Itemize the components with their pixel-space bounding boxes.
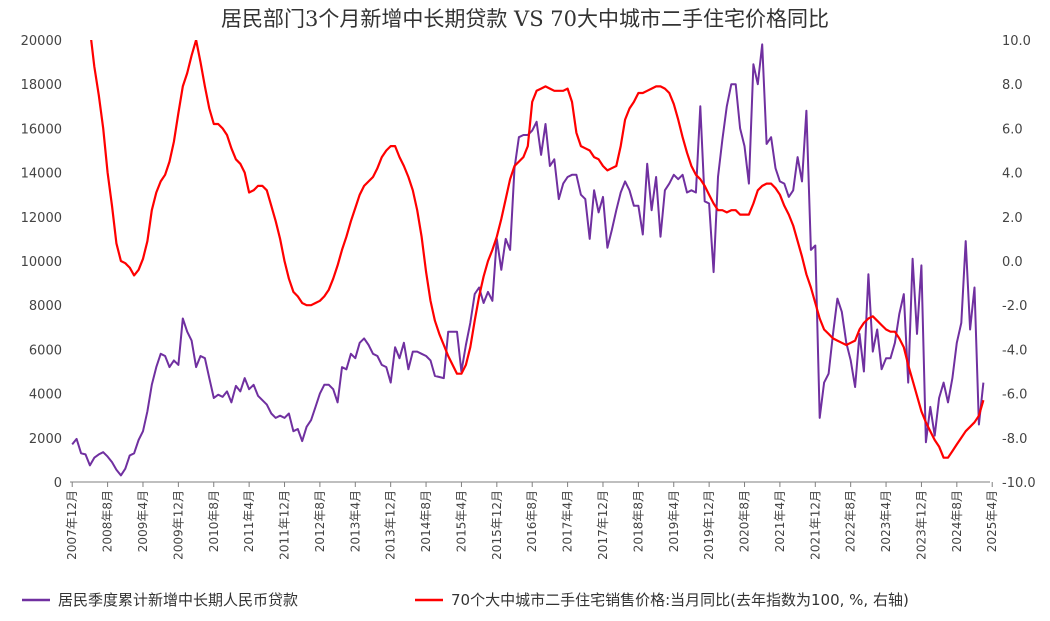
x-tick-label: 2015年12月 (490, 490, 504, 560)
left-tick-label: 14000 (21, 167, 62, 182)
left-tick-label: 16000 (21, 122, 62, 137)
x-tick-label: 2012年8月 (313, 490, 327, 552)
x-tick-label: 2009年12月 (171, 490, 185, 560)
x-tick-label: 2025年4月 (985, 490, 999, 552)
right-tick-label: 2.0 (1002, 211, 1023, 226)
x-axis: 2007年12月 2008年8月 2009年4月 2009年12月 2010年8月 201… (65, 482, 999, 560)
legend-label-price: 70个大中城市二手住宅销售价格:当月同比(去年指数为100, %, 右轴) (451, 591, 909, 609)
x-tick-label: 2011年12月 (278, 490, 292, 560)
right-tick-label: 0.0 (1002, 255, 1023, 270)
x-tick-label: 2021年4月 (773, 490, 787, 552)
left-tick-label: 4000 (29, 388, 62, 403)
x-tick-label: 2021年12月 (808, 490, 822, 560)
left-tick-label: 8000 (29, 299, 62, 314)
right-tick-label: -8.0 (1002, 432, 1027, 447)
x-tick-label: 2024年8月 (950, 490, 964, 552)
x-tick-label: 2019年12月 (702, 490, 716, 560)
right-tick-label: -4.0 (1002, 343, 1027, 358)
x-tick-label: 2014年8月 (419, 490, 433, 552)
left-axis: 0 2000 4000 6000 8000 10000 12000 14000 16000 180… (21, 34, 62, 491)
legend-label-loans: 居民季度累计新增中长期人民币贷款 (58, 591, 298, 609)
x-tick-label: 2019年4月 (667, 490, 681, 552)
x-tick-label: 2017年4月 (561, 490, 575, 552)
left-tick-label: 18000 (21, 78, 62, 93)
right-tick-label: -2.0 (1002, 299, 1027, 314)
x-tick-label: 2013年4月 (348, 490, 362, 552)
chart-title: 居民部门3个月新增中长期贷款 VS 70大中城市二手住宅价格同比 (221, 7, 829, 31)
right-tick-label: -10.0 (1002, 476, 1036, 491)
right-tick-label: -6.0 (1002, 388, 1027, 403)
x-tick-label: 2016年8月 (525, 490, 539, 552)
left-tick-label: 12000 (21, 211, 62, 226)
x-tick-label: 2017年12月 (596, 490, 610, 560)
legend: 居民季度累计新增中长期人民币贷款 70个大中城市二手住宅销售价格:当月同比(去年… (22, 591, 909, 609)
left-tick-label: 0 (54, 476, 62, 491)
x-tick-label: 2023年4月 (879, 490, 893, 552)
x-tick-label: 2008年8月 (101, 490, 115, 552)
left-tick-label: 2000 (29, 432, 62, 447)
x-tick-label: 2020年8月 (738, 490, 752, 552)
left-tick-label: 6000 (29, 343, 62, 358)
right-tick-label: 8.0 (1002, 78, 1023, 93)
right-tick-label: 10.0 (1002, 34, 1031, 49)
x-tick-label: 2013年12月 (384, 490, 398, 560)
left-tick-label: 20000 (21, 34, 62, 49)
series-layer (71, 40, 985, 477)
x-tick-label: 2011年4月 (242, 490, 256, 552)
x-tick-label: 2023年12月 (914, 490, 928, 560)
x-tick-label: 2015年4月 (454, 490, 468, 552)
x-tick-label: 2022年8月 (844, 490, 858, 552)
x-tick-label: 2010年8月 (207, 490, 221, 552)
right-tick-label: 4.0 (1002, 167, 1023, 182)
left-tick-label: 10000 (21, 255, 62, 270)
x-tick-label: 2007年12月 (65, 490, 79, 560)
x-tick-label: 2009年4月 (136, 490, 150, 552)
x-tick-label: 2018年8月 (631, 490, 645, 552)
series-line-price (90, 40, 985, 459)
right-tick-label: 6.0 (1002, 122, 1023, 137)
right-axis: -10.0 -8.0 -6.0 -4.0 -2.0 0.0 2.0 4.0 6.0 8.0 10.0 (1002, 34, 1036, 491)
